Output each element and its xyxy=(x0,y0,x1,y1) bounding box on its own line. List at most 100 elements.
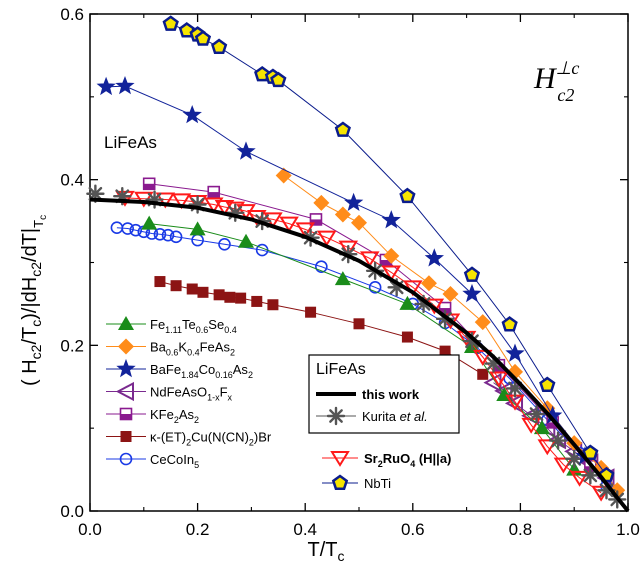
y-axis-label: ( Hc2/Tc)/|dHc2/dT|Tc xyxy=(19,215,49,386)
field-annotation: H⊥c c2 xyxy=(533,58,579,105)
data-point xyxy=(295,222,315,239)
material-label: LiFeAs xyxy=(104,133,157,152)
legend-label: Sr2RuO4 (H||a) xyxy=(364,451,451,469)
data-point xyxy=(238,233,255,248)
legend-label: KFe2As2 xyxy=(150,407,199,425)
series-bafe1-84co0-16as2 xyxy=(96,75,595,465)
y-tick-label: 0.0 xyxy=(60,502,84,521)
y-tick-label: 0.4 xyxy=(60,171,84,190)
legend-left-entry: κ-(ET)2Cu(N(CN)2)Br xyxy=(106,430,272,448)
legend-label: NdFeAsO1-xFx xyxy=(150,385,233,403)
data-point xyxy=(539,376,556,393)
data-point xyxy=(211,38,228,55)
data-point xyxy=(399,187,416,204)
data-point xyxy=(315,260,328,273)
legend-left-entry: NdFeAsO1-xFx xyxy=(106,381,233,403)
x-tick-label: 0.6 xyxy=(401,520,425,539)
legend-label: Ba0.6K0.4FeAs2 xyxy=(150,340,235,358)
ticks-layer: 0.0 0.2 0.4 0.6 0.8 1.0 0.0 0.2 0.4 0.6 xyxy=(60,5,639,539)
data-point xyxy=(351,214,367,231)
inset-legend-title: LiFeAs xyxy=(316,361,366,378)
legend-label: BaFe1.84Co0.16As2 xyxy=(150,362,253,380)
x-tick-label: 1.0 xyxy=(616,520,640,539)
legend-marker xyxy=(118,338,134,355)
data-point xyxy=(254,65,271,82)
legend-inset: this work Kurita et al. xyxy=(316,387,428,426)
data-point xyxy=(218,237,231,251)
legend-left-entry: KFe2As2 xyxy=(106,407,199,425)
legend-label: NbTi xyxy=(364,476,391,491)
data-point xyxy=(316,230,337,247)
this-work-curve xyxy=(89,197,630,513)
legend-inset-entry: this work xyxy=(316,387,420,402)
data-point xyxy=(305,306,317,318)
x-tick-label: 0.0 xyxy=(78,520,102,539)
legend-left-entry: CeCoIn5 xyxy=(106,452,199,470)
y-tick-label: 0.6 xyxy=(60,5,84,24)
data-point xyxy=(334,271,351,286)
legend-marker xyxy=(119,407,133,421)
x-axis-label: T/Tc xyxy=(308,539,345,564)
data-point xyxy=(189,221,206,236)
legend-marker xyxy=(326,406,346,426)
legend-right-entry: NbTi xyxy=(322,474,391,491)
x-tick-label: 0.8 xyxy=(509,520,533,539)
x-tick-label: 0.4 xyxy=(293,520,317,539)
data-point xyxy=(477,368,489,380)
legend-marker xyxy=(331,474,349,490)
data-point xyxy=(129,223,143,237)
data-point xyxy=(251,295,263,307)
data-point xyxy=(505,379,525,398)
x-tick-label: 0.2 xyxy=(186,520,210,539)
series-connector xyxy=(124,197,602,494)
data-point xyxy=(186,283,198,295)
data-point xyxy=(489,371,509,388)
data-point xyxy=(334,206,351,223)
legend-right: Sr2RuO4 (H||a) NbTi xyxy=(322,451,451,491)
data-point xyxy=(182,104,202,124)
legend-label: this work xyxy=(362,387,420,402)
series-et-2cu-n-cn-2-br xyxy=(154,276,489,380)
data-point xyxy=(246,209,267,226)
data-point xyxy=(383,247,400,264)
data-point xyxy=(537,439,558,456)
legend-label: CeCoIn5 xyxy=(150,452,199,470)
data-point xyxy=(203,197,224,214)
series-layer xyxy=(86,15,630,513)
data-point xyxy=(279,216,299,233)
data-point xyxy=(236,141,256,160)
data-point xyxy=(424,248,444,267)
data-point xyxy=(169,230,183,244)
data-point xyxy=(344,192,364,212)
y-tick-label: 0.2 xyxy=(60,336,84,355)
data-point xyxy=(207,185,221,199)
data-point xyxy=(121,222,134,235)
legend-left: Fe1.11Te0.6Se0.4 Ba0.6K0.4FeAs2 BaFe1.84Co… xyxy=(106,316,272,470)
data-point xyxy=(141,215,158,230)
data-point xyxy=(442,285,459,302)
data-point xyxy=(399,295,416,310)
data-point xyxy=(115,75,135,95)
data-point xyxy=(338,240,359,257)
legend-left-entry: BaFe1.84Co0.16As2 xyxy=(106,358,253,380)
data-point xyxy=(381,265,402,282)
data-point xyxy=(527,404,546,424)
series-nbti xyxy=(162,15,615,483)
series-fe1-11te0-6se0-4 xyxy=(141,215,583,476)
data-point xyxy=(270,71,287,88)
data-point xyxy=(334,121,351,137)
data-point xyxy=(548,431,568,450)
legend-label: κ-(ET)2Cu(N(CN)2)Br xyxy=(150,430,272,448)
data-point xyxy=(313,194,330,211)
legend-marker xyxy=(118,316,134,330)
data-point xyxy=(197,286,209,298)
data-point xyxy=(501,316,518,332)
legend-left-entry: Ba0.6K0.4FeAs2 xyxy=(106,338,235,358)
data-point xyxy=(96,76,116,96)
data-point xyxy=(439,345,451,357)
data-point xyxy=(142,177,156,191)
data-point xyxy=(368,281,382,294)
legend-label: Kurita et al. xyxy=(362,409,428,424)
data-point xyxy=(194,30,212,46)
